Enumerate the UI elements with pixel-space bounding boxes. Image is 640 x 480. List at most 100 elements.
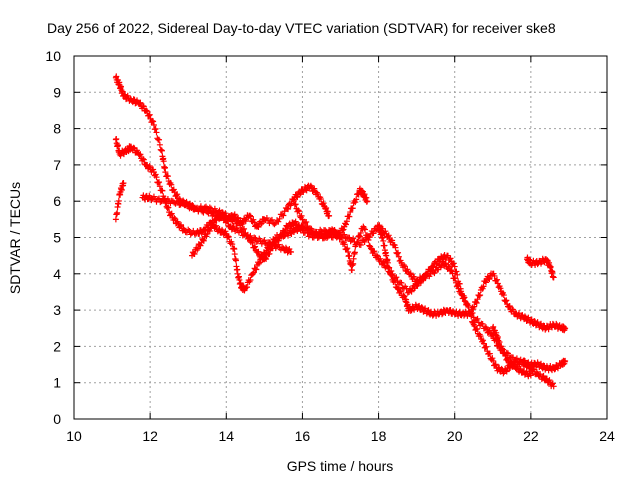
- data-point-marker: [439, 311, 446, 318]
- data-point-marker: [235, 219, 242, 226]
- data-point-marker: [140, 156, 147, 163]
- data-point-marker: [266, 250, 273, 257]
- x-tick-label: 24: [599, 428, 615, 444]
- data-point-marker: [326, 212, 333, 219]
- data-point-marker: [431, 270, 438, 277]
- data-point-marker: [144, 108, 151, 115]
- data-point-marker: [460, 295, 467, 302]
- data-point-marker: [490, 357, 497, 364]
- data-point-marker: [257, 221, 264, 228]
- data-point-marker: [500, 292, 507, 299]
- data-point-marker: [463, 301, 470, 308]
- data-point-marker: [296, 208, 303, 215]
- data-point-marker: [395, 253, 402, 260]
- data-point-marker: [191, 251, 198, 258]
- data-point-marker: [491, 362, 498, 369]
- data-point-marker: [394, 285, 401, 292]
- data-point-marker: [366, 234, 373, 241]
- data-point-marker: [401, 293, 408, 300]
- series-arc-1: [112, 73, 333, 231]
- data-point-marker: [244, 284, 251, 291]
- data-point-marker: [464, 302, 471, 309]
- y-tick-label: 7: [53, 157, 61, 173]
- data-point-marker: [210, 221, 217, 228]
- data-point-marker: [540, 372, 547, 379]
- series-arc-8: [489, 323, 534, 380]
- data-point-marker: [197, 242, 204, 249]
- data-point-marker: [404, 266, 411, 273]
- data-point-marker: [349, 205, 356, 212]
- data-point-marker: [350, 260, 357, 267]
- data-point-marker: [251, 244, 258, 251]
- y-tick-label: 2: [53, 338, 61, 354]
- data-point-marker: [200, 237, 207, 244]
- data-point-marker: [298, 212, 305, 219]
- data-point-marker: [288, 249, 295, 256]
- data-point-marker: [285, 206, 292, 213]
- data-point-marker: [429, 263, 436, 270]
- data-point-marker: [382, 228, 389, 235]
- data-point-marker: [418, 277, 425, 284]
- data-point-marker: [357, 229, 364, 236]
- data-point-marker: [162, 200, 169, 207]
- data-point-marker: [174, 191, 181, 198]
- data-point-marker: [562, 325, 569, 332]
- data-point-marker: [263, 214, 270, 221]
- data-point-marker: [256, 259, 263, 266]
- data-point-marker: [562, 357, 569, 364]
- data-point-marker: [140, 103, 147, 110]
- data-point-marker: [200, 207, 207, 214]
- x-tick-label: 16: [295, 428, 311, 444]
- data-point-marker: [408, 288, 415, 295]
- data-point-marker: [471, 303, 478, 310]
- y-tick-label: 6: [53, 193, 61, 209]
- data-point-marker: [231, 246, 238, 253]
- data-point-marker: [178, 221, 185, 228]
- data-point-marker: [491, 272, 498, 279]
- data-point-marker: [145, 112, 152, 119]
- data-point-marker: [341, 241, 348, 248]
- data-point-marker: [467, 310, 474, 317]
- data-point-marker: [311, 185, 318, 192]
- data-point-marker: [447, 255, 454, 262]
- data-point-marker: [130, 144, 137, 151]
- data-point-marker: [376, 222, 383, 229]
- data-point-marker: [454, 282, 461, 289]
- data-point-marker: [156, 179, 163, 186]
- data-point-marker: [483, 279, 490, 286]
- data-point-marker: [150, 121, 157, 128]
- data-point-marker: [497, 285, 504, 292]
- data-point-marker: [353, 196, 360, 203]
- data-point-marker: [209, 209, 216, 216]
- x-tick-label: 22: [523, 428, 539, 444]
- data-point-marker: [220, 213, 227, 220]
- data-point-marker: [395, 249, 402, 256]
- data-point-marker: [397, 288, 404, 295]
- data-point-marker: [407, 270, 414, 277]
- data-point-marker: [392, 244, 399, 251]
- data-point-marker: [258, 220, 265, 227]
- y-tick-label: 3: [53, 302, 61, 318]
- data-point-marker: [137, 151, 144, 158]
- data-point-marker: [451, 263, 458, 270]
- data-point-marker: [254, 223, 261, 230]
- x-tick-label: 12: [142, 428, 158, 444]
- data-point-marker: [301, 219, 308, 226]
- data-point-marker: [242, 218, 249, 225]
- data-point-marker: [448, 267, 455, 274]
- data-point-marker: [452, 275, 459, 282]
- data-point-marker: [156, 141, 163, 148]
- data-point-marker: [136, 152, 143, 159]
- data-point-marker: [503, 368, 510, 375]
- data-point-marker: [492, 361, 499, 368]
- data-point-marker: [450, 260, 457, 267]
- data-point-marker: [356, 233, 363, 240]
- data-point-marker: [231, 211, 238, 218]
- data-point-marker: [250, 269, 257, 276]
- data-point-marker: [162, 169, 169, 176]
- data-point-marker: [276, 215, 283, 222]
- data-point-marker: [489, 355, 496, 362]
- data-point-marker: [380, 258, 387, 265]
- data-point-marker: [232, 216, 239, 223]
- data-point-marker: [224, 233, 231, 240]
